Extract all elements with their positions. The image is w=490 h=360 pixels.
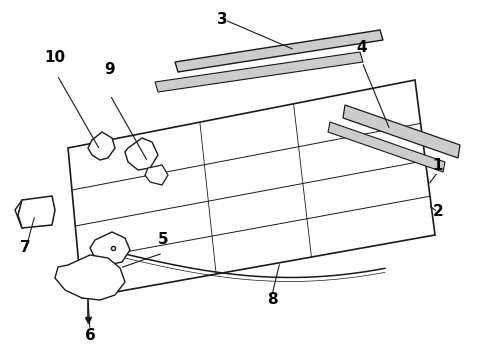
Polygon shape: [55, 255, 125, 300]
Text: 2: 2: [433, 204, 443, 220]
Polygon shape: [145, 165, 168, 185]
Text: 4: 4: [357, 40, 368, 55]
Text: 3: 3: [217, 13, 227, 27]
Text: 9: 9: [105, 63, 115, 77]
Polygon shape: [68, 80, 435, 298]
Polygon shape: [125, 138, 158, 170]
Polygon shape: [88, 132, 115, 160]
Text: 1: 1: [433, 158, 443, 172]
Text: 8: 8: [267, 292, 277, 307]
Text: 6: 6: [85, 328, 96, 342]
Polygon shape: [90, 232, 130, 265]
Text: 10: 10: [45, 50, 66, 66]
Polygon shape: [18, 196, 55, 228]
Polygon shape: [328, 122, 445, 172]
Text: 7: 7: [20, 240, 30, 256]
Polygon shape: [175, 30, 383, 72]
Polygon shape: [343, 105, 460, 158]
Text: 5: 5: [158, 233, 168, 248]
Polygon shape: [155, 52, 363, 92]
